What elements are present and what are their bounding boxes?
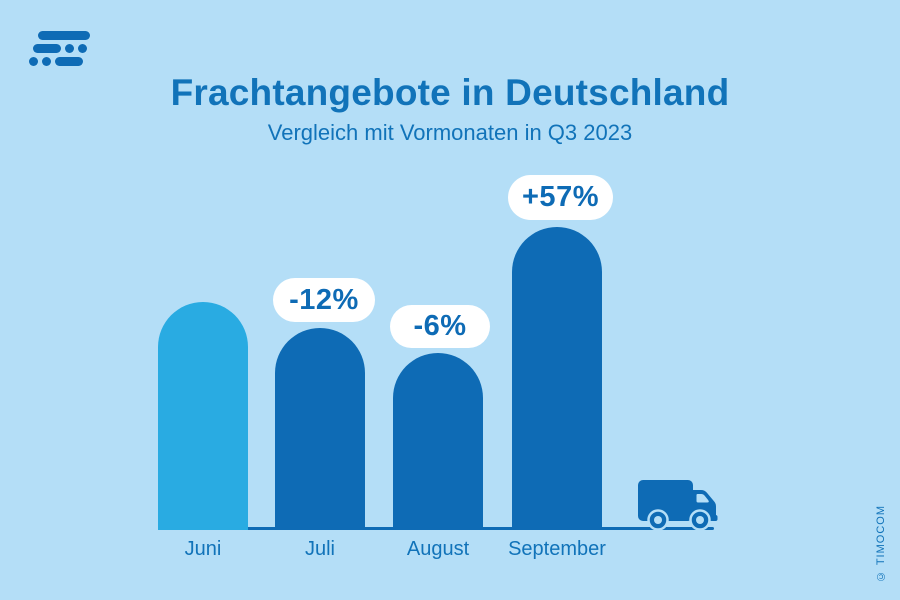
change-badge-value: -12% [289, 283, 359, 316]
delivery-truck-icon [638, 480, 718, 530]
logo-dot-icon [29, 57, 38, 66]
month-label-juni: Juni [184, 538, 222, 560]
change-badge-value: -6% [413, 310, 467, 342]
page-title: Frachtangebote in Deutschland [170, 72, 730, 113]
logo-row-3 [29, 57, 90, 66]
change-badge-value: +57% [522, 181, 599, 213]
timocom-logo [29, 31, 90, 66]
logo-bar-icon [55, 57, 83, 66]
logo-dot-icon [65, 44, 74, 53]
logo-bar-icon [38, 31, 90, 40]
logo-bar-icon [33, 44, 61, 53]
bar-september [512, 227, 602, 530]
copyright-note: © TIMOCOM [875, 504, 887, 582]
month-label-september: September [508, 538, 606, 560]
bar-august [393, 353, 483, 530]
month-label-juli: Juli [304, 538, 336, 560]
logo-row-1 [38, 31, 90, 40]
change-badge-september: +57% [508, 175, 613, 220]
bar-juni [158, 302, 248, 530]
logo-dot-icon [78, 44, 87, 53]
page-subtitle: Vergleich mit Vormonaten in Q3 2023 [267, 120, 633, 145]
change-badge-august: -6% [390, 305, 490, 348]
change-badge-juli: -12% [273, 278, 375, 322]
logo-dot-icon [42, 57, 51, 66]
bar-juli [275, 328, 365, 530]
logo-row-2 [33, 44, 90, 53]
month-label-august: August [406, 538, 470, 560]
